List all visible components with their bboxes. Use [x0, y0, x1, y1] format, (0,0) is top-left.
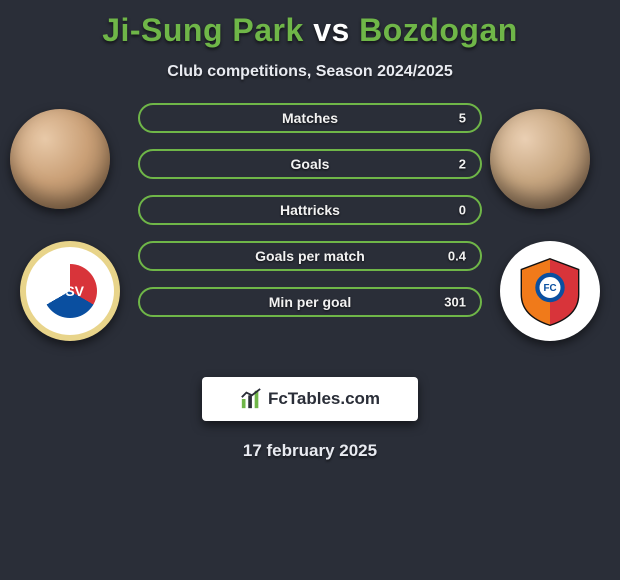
stat-label: Min per goal	[269, 294, 351, 310]
player2-club-badge: FC	[500, 241, 600, 341]
comparison-title: Ji-Sung Park vs Bozdogan	[0, 0, 620, 49]
stat-label: Matches	[282, 110, 338, 126]
stat-bar-hattricks: Hattricks 0	[138, 195, 482, 225]
stat-label: Goals	[291, 156, 330, 172]
stat-value: 2	[459, 157, 466, 172]
stat-bar-goals: Goals 2	[138, 149, 482, 179]
svg-text:FC: FC	[543, 283, 556, 294]
player1-avatar	[10, 109, 110, 209]
stat-bar-goals-per-match: Goals per match 0.4	[138, 241, 482, 271]
player1-name: Ji-Sung Park	[102, 12, 304, 48]
stat-value: 301	[444, 295, 466, 310]
psv-badge-icon: PSV	[43, 264, 97, 318]
player1-club-badge: PSV	[20, 241, 120, 341]
utrecht-badge-icon: FC	[515, 256, 585, 326]
vs-label: vs	[313, 12, 350, 48]
stat-value: 0	[459, 203, 466, 218]
source-logo-text: FcTables.com	[268, 389, 380, 409]
stat-bar-min-per-goal: Min per goal 301	[138, 287, 482, 317]
subtitle: Club competitions, Season 2024/2025	[0, 63, 620, 81]
player2-avatar	[490, 109, 590, 209]
stat-bar-matches: Matches 5	[138, 103, 482, 133]
source-logo[interactable]: FcTables.com	[202, 377, 418, 421]
barchart-icon	[240, 388, 262, 410]
snapshot-date: 17 february 2025	[0, 441, 620, 461]
comparison-content: PSV FC Matches 5 Goals 2 Hattricks 0 Goa…	[0, 109, 620, 369]
player2-name: Bozdogan	[359, 12, 518, 48]
stat-bars: Matches 5 Goals 2 Hattricks 0 Goals per …	[138, 103, 482, 333]
stat-label: Hattricks	[280, 202, 340, 218]
stat-value: 0.4	[448, 249, 466, 264]
stat-value: 5	[459, 111, 466, 126]
stat-label: Goals per match	[255, 248, 365, 264]
